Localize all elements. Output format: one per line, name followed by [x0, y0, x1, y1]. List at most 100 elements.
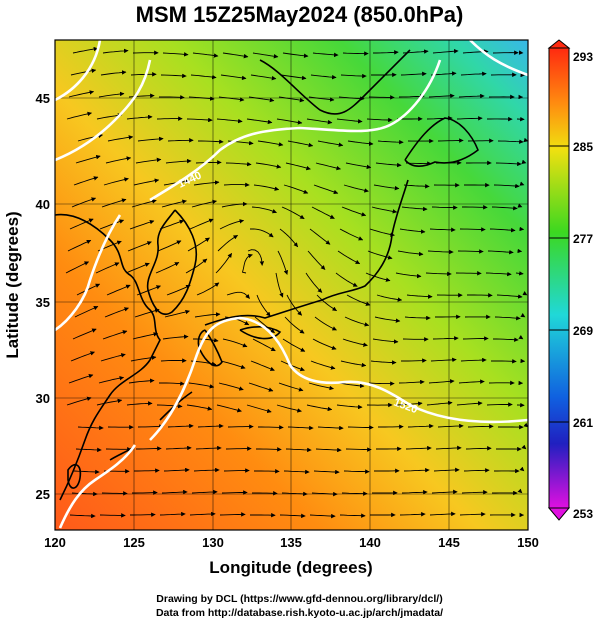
streamline [68, 90, 95, 98]
y-tick-label: 25 [36, 487, 50, 502]
streamline [277, 250, 288, 275]
streamline [404, 315, 431, 321]
streamline [367, 250, 393, 260]
streamline [456, 401, 483, 406]
streamline [104, 307, 129, 318]
streamline [69, 513, 96, 519]
y-tick-label: 40 [36, 197, 50, 212]
streamline [159, 219, 185, 230]
streamline [458, 379, 485, 384]
streamline [489, 227, 516, 233]
streamline [195, 160, 222, 165]
streamline [313, 184, 339, 195]
streamline [279, 513, 306, 519]
streamline [167, 138, 194, 143]
streamline [95, 262, 120, 274]
colorbar-bottom-arrow [547, 507, 571, 521]
streamline [191, 489, 218, 495]
streamline [336, 404, 363, 410]
streamline [70, 68, 97, 76]
streamline [165, 445, 192, 451]
streamline [429, 511, 456, 517]
streamline [226, 291, 250, 299]
streamline [218, 382, 244, 391]
streamline [428, 93, 455, 99]
streamline [426, 115, 453, 121]
x-tick-label: 140 [359, 535, 381, 550]
x-tick-label: 150 [517, 535, 539, 550]
map-title: MSM 15Z25May2024 (850.0hPa) [135, 2, 464, 27]
streamline [99, 513, 126, 518]
streamline [311, 491, 338, 497]
streamline [339, 513, 366, 518]
coastline-japan-shikoku [239, 326, 282, 340]
streamline [279, 228, 299, 248]
streamline [425, 271, 452, 277]
streamline [278, 382, 304, 392]
streamline [465, 446, 492, 451]
streamline [365, 272, 391, 282]
streamline [276, 118, 303, 125]
streamline [375, 162, 402, 168]
streamline [191, 199, 217, 208]
colorbar: 293 285 277 269 261 253 [547, 39, 593, 521]
coastlines [55, 49, 479, 501]
streamline [134, 308, 160, 318]
streamline [128, 93, 155, 98]
streamline [131, 199, 157, 208]
streamline [256, 447, 282, 452]
colorbar-top-arrow [547, 39, 571, 49]
coastline-hokkaido [404, 117, 479, 168]
streamline [249, 228, 274, 238]
streamline [241, 253, 253, 274]
streamline [338, 96, 365, 101]
streamline [459, 511, 486, 517]
colorbar-tick-label: 277 [573, 232, 593, 246]
streamline [219, 219, 245, 230]
streamline [129, 219, 155, 230]
streamline [429, 227, 456, 233]
streamline [100, 70, 127, 76]
streamline [487, 249, 514, 255]
coastline-china [55, 213, 161, 501]
streamline [405, 161, 432, 166]
streamline [250, 74, 277, 81]
streamline [160, 73, 187, 79]
streamline [195, 445, 222, 451]
streamline [196, 282, 220, 296]
streamline [220, 360, 246, 369]
streamline [373, 50, 399, 55]
streamline [163, 467, 190, 473]
colorbar-tick-label: 293 [573, 50, 593, 64]
streamline [306, 118, 333, 125]
streamline [217, 234, 238, 252]
streamline [377, 139, 404, 145]
streamline [72, 46, 99, 54]
colorbar-tick-label: 285 [573, 140, 593, 154]
contour-1440 [55, 59, 442, 202]
streamline [515, 271, 524, 276]
coastline-sakhalin-maritime [259, 49, 411, 115]
streamline [186, 117, 213, 123]
streamline [317, 425, 344, 431]
colorbar-tick-label: 269 [573, 324, 593, 338]
streamline [219, 512, 246, 517]
streamline [155, 261, 180, 274]
x-axis-label: Longitude (degrees) [209, 558, 372, 577]
streamline [283, 469, 310, 475]
streamline [343, 469, 370, 474]
streamline [347, 425, 374, 430]
x-tick-label: 125 [123, 535, 145, 550]
streamline [403, 184, 430, 189]
streamline [486, 402, 513, 407]
streamline [133, 178, 160, 186]
streamline [341, 491, 368, 496]
streamline [311, 206, 335, 219]
streamline [283, 184, 309, 194]
contour-lines [55, 40, 528, 529]
streamline [125, 262, 150, 274]
y-tick-label: 35 [36, 295, 50, 310]
streamline [306, 404, 333, 412]
colorbar-scale [548, 47, 570, 509]
data-credit: Data from http://database.rish.kyoto-u.a… [155, 607, 444, 619]
